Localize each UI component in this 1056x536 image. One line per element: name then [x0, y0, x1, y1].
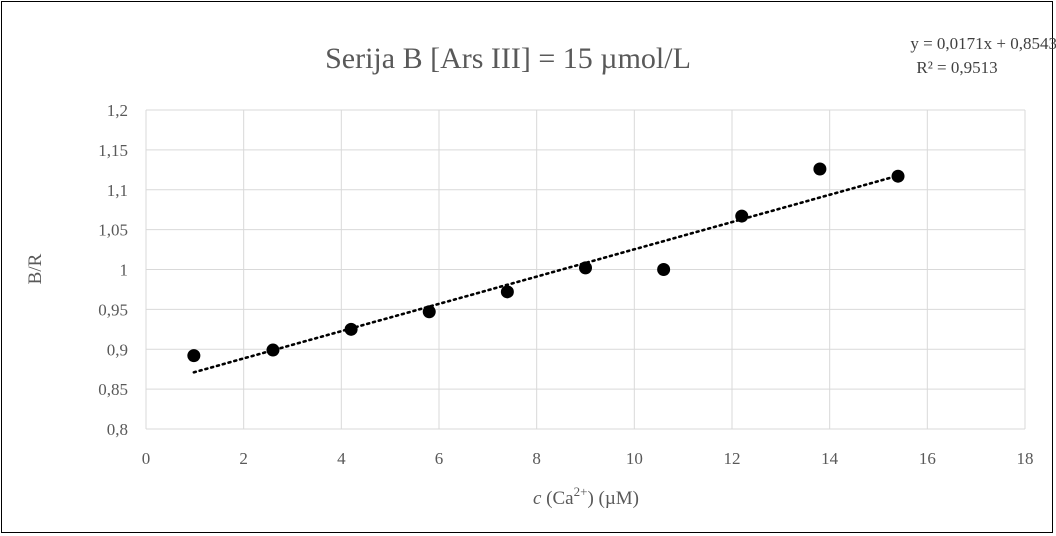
y-tick-labels: 0,8 0,85 0,9 0,95 1 1,05 1,1 1,15 1,2: [98, 101, 128, 439]
data-point: [344, 322, 358, 336]
y-axis-label: B/R: [25, 253, 46, 284]
x-axis-label: c (Ca2+) (µM): [533, 484, 639, 509]
data-point: [266, 343, 280, 357]
data-point: [579, 261, 592, 275]
x-axis-label-rest: ) (µM): [587, 488, 639, 509]
x-axis-label-sup: 2+: [574, 484, 588, 499]
y-tick-label: 0,95: [98, 300, 128, 319]
trendline: [192, 174, 900, 374]
x-tick-label: 18: [1017, 449, 1034, 468]
data-point: [657, 263, 671, 276]
chart-title: Serija B [Ars III] = 15 µmol/L: [325, 42, 691, 75]
x-tick-label: 2: [239, 449, 248, 468]
x-tick-label: 16: [919, 449, 936, 468]
x-tick-label: 6: [435, 449, 444, 468]
y-tick-label: 1,1: [107, 181, 128, 200]
y-tick-label: 0,8: [107, 420, 128, 439]
data-point: [891, 169, 905, 183]
data-point: [813, 162, 827, 176]
trendline-r-squared: R² = 0,9513: [916, 58, 997, 77]
x-axis-label-italic: c: [533, 488, 542, 509]
x-tick-label: 0: [142, 449, 151, 468]
x-tick-label: 8: [532, 449, 541, 468]
grid-layer: [145, 109, 1026, 430]
trendline-equation: y = 0,0171x + 0,8543: [910, 34, 1056, 53]
x-tick-label: 14: [821, 449, 839, 468]
y-tick-label: 1: [120, 261, 129, 280]
x-tick-label: 4: [337, 449, 346, 468]
x-tick-label: 10: [626, 449, 643, 468]
x-axis-label-base: (Ca: [541, 488, 574, 509]
y-tick-label: 1,15: [98, 141, 128, 160]
x-tick-labels: 0 2 4 6 8 10 12 14 16 18: [142, 449, 1034, 468]
y-tick-label: 0,9: [107, 340, 128, 359]
data-point: [422, 305, 436, 319]
data-point: [735, 209, 749, 223]
y-tick-label: 1,2: [107, 101, 128, 120]
x-tick-label: 12: [724, 449, 741, 468]
data-point: [500, 285, 514, 299]
y-tick-label: 1,05: [98, 221, 128, 240]
data-points: [187, 162, 905, 363]
data-point: [187, 349, 201, 363]
y-tick-label: 0,85: [98, 380, 128, 399]
